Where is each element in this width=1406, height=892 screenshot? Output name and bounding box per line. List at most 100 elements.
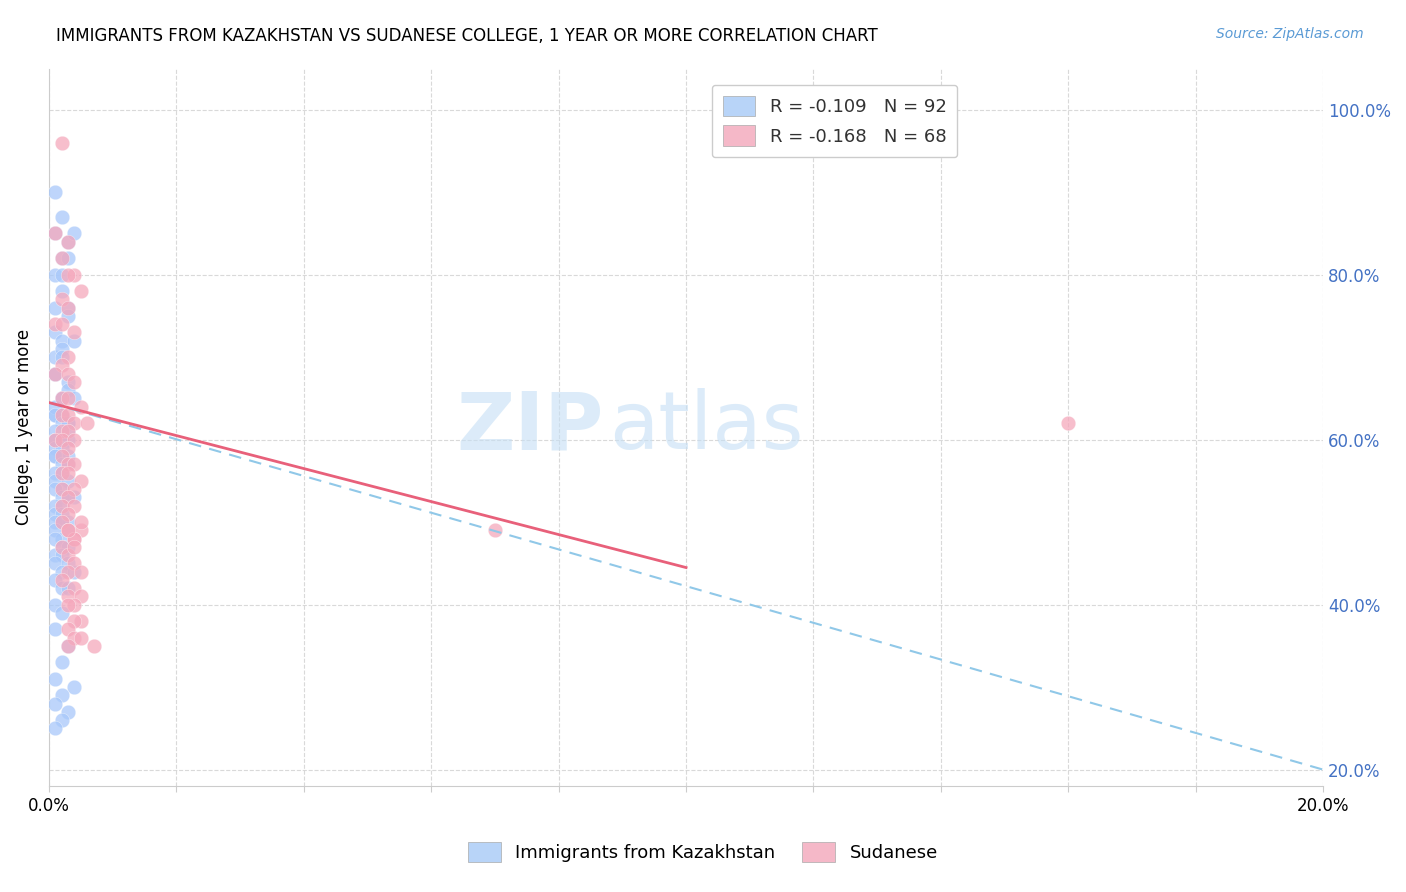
Point <box>51 515 73 529</box>
Text: IMMIGRANTS FROM KAZAKHSTAN VS SUDANESE COLLEGE, 1 YEAR OR MORE CORRELATION CHART: IMMIGRANTS FROM KAZAKHSTAN VS SUDANESE C… <box>56 27 877 45</box>
Point <box>44 433 66 447</box>
Point <box>63 565 86 579</box>
Point <box>44 433 66 447</box>
Point <box>51 293 73 307</box>
Point <box>51 252 73 266</box>
Point <box>56 557 79 571</box>
Point <box>56 548 79 562</box>
Point <box>51 458 73 472</box>
Point <box>83 639 105 653</box>
Point <box>44 524 66 538</box>
Point <box>56 309 79 323</box>
Point <box>56 507 79 521</box>
Point <box>51 433 73 447</box>
Point <box>56 491 79 505</box>
Point <box>63 557 86 571</box>
Point <box>63 540 86 554</box>
Point <box>63 581 86 595</box>
Point <box>56 408 79 422</box>
Point <box>56 375 79 389</box>
Point <box>63 532 86 546</box>
Point <box>56 524 79 538</box>
Point <box>44 697 66 711</box>
Point <box>44 317 66 331</box>
Point <box>51 515 73 529</box>
Point <box>44 557 66 571</box>
Point <box>51 449 73 463</box>
Point <box>56 235 79 249</box>
Point <box>44 449 66 463</box>
Point <box>69 524 91 538</box>
Point <box>44 367 66 381</box>
Text: Source: ZipAtlas.com: Source: ZipAtlas.com <box>1216 27 1364 41</box>
Point <box>51 136 73 150</box>
Point <box>51 573 73 587</box>
Point <box>44 466 66 480</box>
Point <box>1057 416 1080 430</box>
Point <box>56 705 79 719</box>
Text: atlas: atlas <box>610 388 804 467</box>
Point <box>56 449 79 463</box>
Point <box>63 326 86 340</box>
Point <box>51 656 73 670</box>
Point <box>44 326 66 340</box>
Point <box>56 590 79 604</box>
Point <box>44 400 66 414</box>
Point <box>44 268 66 282</box>
Point <box>51 499 73 513</box>
Point <box>56 252 79 266</box>
Point <box>63 499 86 513</box>
Point <box>484 524 506 538</box>
Point <box>44 449 66 463</box>
Point <box>63 268 86 282</box>
Legend: Immigrants from Kazakhstan, Sudanese: Immigrants from Kazakhstan, Sudanese <box>461 834 945 870</box>
Point <box>44 515 66 529</box>
Point <box>56 598 79 612</box>
Point <box>51 565 73 579</box>
Point <box>56 235 79 249</box>
Point <box>51 433 73 447</box>
Point <box>51 540 73 554</box>
Point <box>56 416 79 430</box>
Point <box>63 375 86 389</box>
Point <box>44 441 66 455</box>
Point <box>51 499 73 513</box>
Point <box>51 350 73 364</box>
Point <box>63 680 86 694</box>
Point <box>76 416 98 430</box>
Point <box>51 689 73 703</box>
Point <box>44 408 66 422</box>
Point <box>56 350 79 364</box>
Point <box>51 334 73 348</box>
Point <box>69 474 91 488</box>
Point <box>44 227 66 241</box>
Point <box>56 491 79 505</box>
Point <box>44 499 66 513</box>
Point <box>51 408 73 422</box>
Point <box>63 532 86 546</box>
Point <box>51 713 73 727</box>
Point <box>56 458 79 472</box>
Point <box>56 458 79 472</box>
Point <box>56 639 79 653</box>
Point <box>51 540 73 554</box>
Point <box>63 416 86 430</box>
Point <box>69 515 91 529</box>
Point <box>56 367 79 381</box>
Point <box>44 722 66 736</box>
Point <box>63 458 86 472</box>
Point <box>44 227 66 241</box>
Point <box>56 441 79 455</box>
Point <box>44 672 66 686</box>
Point <box>69 400 91 414</box>
Point <box>51 392 73 406</box>
Point <box>56 540 79 554</box>
Point <box>51 317 73 331</box>
Point <box>69 284 91 298</box>
Point <box>56 425 79 439</box>
Point <box>51 210 73 224</box>
Point <box>51 482 73 496</box>
Point <box>51 252 73 266</box>
Point <box>51 433 73 447</box>
Point <box>63 482 86 496</box>
